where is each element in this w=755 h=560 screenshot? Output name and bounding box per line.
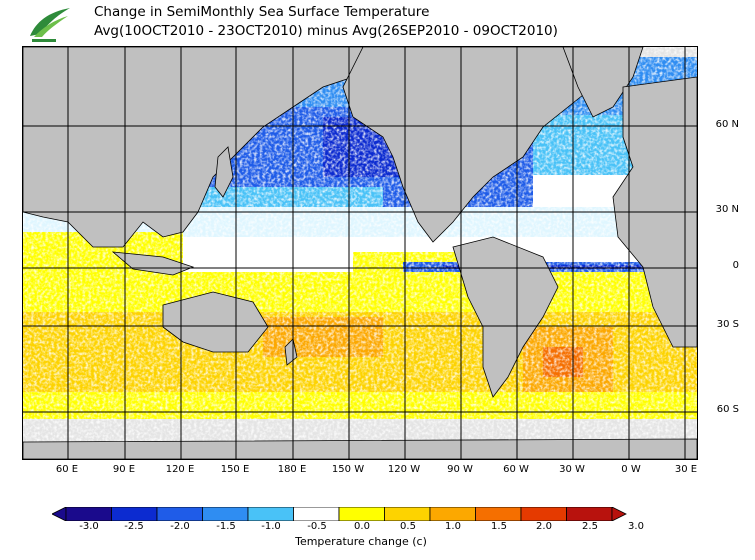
colorbar-tick: 0.5 bbox=[400, 521, 416, 532]
graticule bbox=[23, 47, 697, 459]
lat-label-60s: 60 S bbox=[716, 404, 739, 415]
lon-label-120w: 120 W bbox=[387, 464, 421, 475]
colorbar-cell bbox=[293, 507, 340, 521]
lon-label-150e: 150 E bbox=[220, 464, 250, 475]
colorbar-tick: -3.0 bbox=[79, 521, 99, 532]
lon-label-120e: 120 E bbox=[165, 464, 195, 475]
colorbar-cell bbox=[338, 507, 385, 521]
colorbar-tick: -1.5 bbox=[216, 521, 236, 532]
lat-label-30n: 30 N bbox=[715, 204, 739, 215]
lat-label-0: 0 bbox=[732, 260, 739, 271]
colorbar-tick: -2.0 bbox=[170, 521, 190, 532]
colorbar-cell bbox=[65, 507, 112, 521]
colorbar-cell bbox=[475, 507, 522, 521]
title-line-1: Change in SemiMonthly Sea Surface Temper… bbox=[94, 4, 430, 20]
colorbar-arrow-low bbox=[52, 507, 67, 521]
lon-label-60w: 60 W bbox=[503, 464, 529, 475]
colorbar-cell bbox=[247, 507, 294, 521]
lon-label-150w: 150 W bbox=[331, 464, 365, 475]
lon-label-60e: 60 E bbox=[55, 464, 79, 475]
colorbar-tick: -2.5 bbox=[124, 521, 144, 532]
colorbar-cell bbox=[111, 507, 158, 521]
colorbar-tick: 1.5 bbox=[491, 521, 507, 532]
colorbar-tick: -0.5 bbox=[307, 521, 327, 532]
colorbar-tick: 2.5 bbox=[582, 521, 598, 532]
colorbar-tick: 1.0 bbox=[445, 521, 461, 532]
colorbar bbox=[52, 507, 627, 521]
colorbar-tick: -1.0 bbox=[261, 521, 281, 532]
lon-label-180e: 180 E bbox=[277, 464, 307, 475]
colorbar-tick: 3.0 bbox=[628, 521, 644, 532]
lat-label-60n: 60 N bbox=[715, 119, 739, 130]
sst-change-map bbox=[22, 46, 698, 460]
colorbar-cell bbox=[566, 507, 613, 521]
colorbar-tick: 2.0 bbox=[536, 521, 552, 532]
map-title: Change in SemiMonthly Sea Surface Temper… bbox=[94, 3, 558, 41]
lon-label-30w: 30 W bbox=[559, 464, 585, 475]
lon-label-90e: 90 E bbox=[112, 464, 136, 475]
observatory-logo bbox=[26, 4, 74, 44]
colorbar-cell bbox=[384, 507, 431, 521]
colorbar-label: Temperature change (c) bbox=[295, 535, 427, 548]
lon-label-90w: 90 W bbox=[447, 464, 473, 475]
colorbar-cell bbox=[429, 507, 476, 521]
colorbar-cell bbox=[156, 507, 203, 521]
lon-label-0w: 0 W bbox=[621, 464, 641, 475]
lon-label-30e: 30 E bbox=[674, 464, 698, 475]
colorbar-cell bbox=[202, 507, 249, 521]
lat-label-30s: 30 S bbox=[716, 319, 739, 330]
colorbar-cell bbox=[520, 507, 567, 521]
title-line-2: Avg(10OCT2010 - 23OCT2010) minus Avg(26S… bbox=[94, 23, 558, 39]
colorbar-arrow-high bbox=[611, 507, 627, 521]
colorbar-tick: 0.0 bbox=[354, 521, 370, 532]
